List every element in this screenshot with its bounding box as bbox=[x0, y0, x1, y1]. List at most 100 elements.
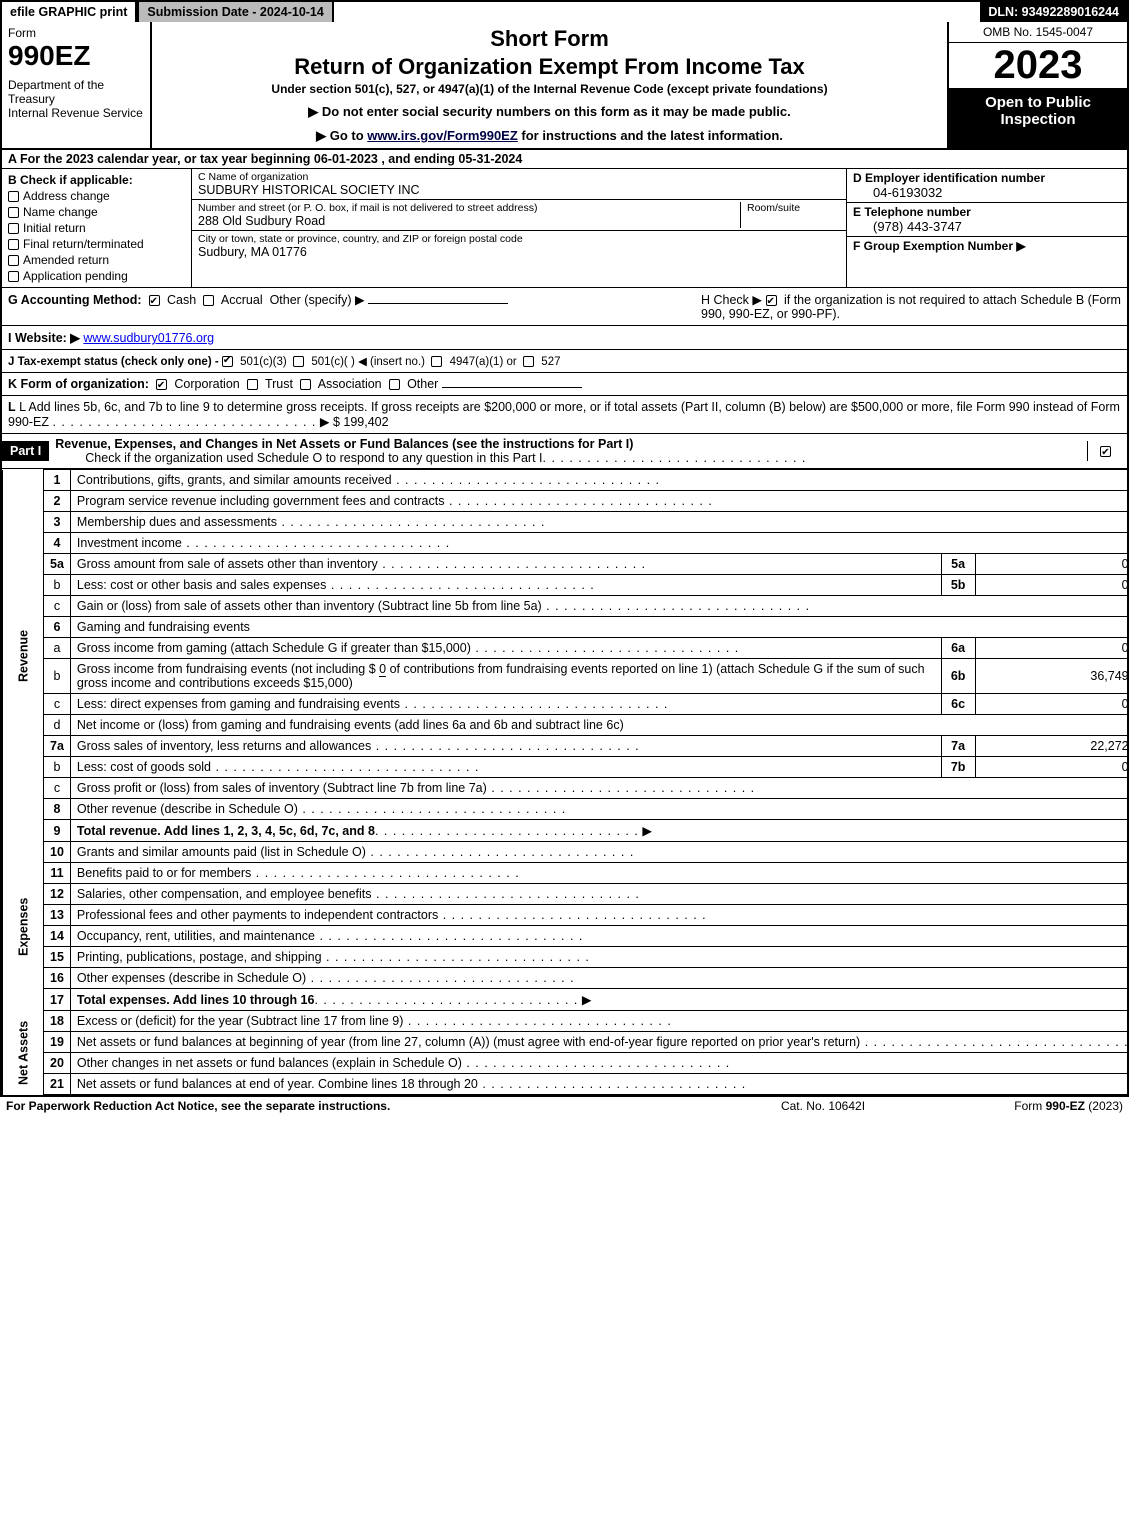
line-6a-sub: 6a bbox=[941, 638, 975, 659]
section-c: C Name of organization SUDBURY HISTORICA… bbox=[192, 169, 847, 287]
chk-application-pending[interactable]: Application pending bbox=[8, 269, 185, 283]
chk-association[interactable] bbox=[300, 379, 311, 390]
line-13-desc: Professional fees and other payments to … bbox=[70, 905, 1129, 926]
line-6-desc: Gaming and fundraising events bbox=[70, 617, 1129, 638]
line-6a: a Gross income from gaming (attach Sched… bbox=[3, 638, 1129, 659]
chk-address-change[interactable]: Address change bbox=[8, 189, 185, 203]
cat-no: Cat. No. 10642I bbox=[723, 1099, 923, 1113]
part1-lines-table: Revenue 1 Contributions, gifts, grants, … bbox=[2, 469, 1129, 1095]
line-12-desc: Salaries, other compensation, and employ… bbox=[70, 884, 1129, 905]
chk-application-pending-label: Application pending bbox=[23, 269, 128, 283]
chk-final-return[interactable]: Final return/terminated bbox=[8, 237, 185, 251]
line-7c-num: c bbox=[44, 778, 71, 799]
form-ref-year: (2023) bbox=[1085, 1099, 1123, 1113]
line-10: Expenses 10 Grants and similar amounts p… bbox=[3, 842, 1129, 863]
header-center: Short Form Return of Organization Exempt… bbox=[152, 22, 947, 148]
opt-527: 527 bbox=[541, 356, 560, 368]
line-7b: b Less: cost of goods sold 7b 0 bbox=[3, 757, 1129, 778]
chk-amended-return[interactable]: Amended return bbox=[8, 253, 185, 267]
line-14: 14 Occupancy, rent, utilities, and maint… bbox=[3, 926, 1129, 947]
chk-name-change[interactable]: Name change bbox=[8, 205, 185, 219]
line-6b-sub: 6b bbox=[941, 659, 975, 694]
efile-link[interactable]: efile GRAPHIC print bbox=[2, 2, 137, 22]
line-8-desc: Other revenue (describe in Schedule O) bbox=[70, 799, 1129, 820]
part1-schedule-o-check[interactable] bbox=[1087, 441, 1127, 461]
part1-subtitle: Check if the organization used Schedule … bbox=[55, 451, 542, 465]
chk-527[interactable] bbox=[523, 356, 534, 367]
chk-initial-return-label: Initial return bbox=[23, 221, 86, 235]
accounting-method-label: G Accounting Method: bbox=[8, 293, 142, 307]
line-7a: 7a Gross sales of inventory, less return… bbox=[3, 736, 1129, 757]
other-label: Other (specify) ▶ bbox=[270, 293, 365, 307]
section-h-pre: H Check ▶ bbox=[701, 293, 766, 307]
section-k: K Form of organization: Corporation Trus… bbox=[2, 373, 1127, 396]
line-21-desc: Net assets or fund balances at end of ye… bbox=[70, 1074, 1129, 1095]
line-15-num: 15 bbox=[44, 947, 71, 968]
sections-d-e-f: D Employer identification number 04-6193… bbox=[847, 169, 1127, 287]
org-city-label: City or town, state or province, country… bbox=[198, 233, 840, 245]
line-8: 8 Other revenue (describe in Schedule O)… bbox=[3, 799, 1129, 820]
opt-association: Association bbox=[318, 377, 382, 391]
form-of-org-label: K Form of organization: bbox=[8, 377, 149, 391]
chk-other-org[interactable] bbox=[389, 379, 400, 390]
chk-501c3[interactable] bbox=[222, 356, 233, 367]
org-name-label: C Name of organization bbox=[198, 171, 840, 183]
section-a: A For the 2023 calendar year, or tax yea… bbox=[2, 150, 1127, 169]
tax-year: 2023 bbox=[949, 43, 1127, 88]
line-21: 21 Net assets or fund balances at end of… bbox=[3, 1074, 1129, 1095]
chk-schedule-b-not-required[interactable] bbox=[766, 295, 777, 306]
line-7c: c Gross profit or (loss) from sales of i… bbox=[3, 778, 1129, 799]
line-19-desc: Net assets or fund balances at beginning… bbox=[70, 1032, 1129, 1053]
line-5b-sub: 5b bbox=[941, 575, 975, 596]
chk-trust[interactable] bbox=[247, 379, 258, 390]
line-16-num: 16 bbox=[44, 968, 71, 989]
form-word: Form bbox=[8, 26, 144, 40]
section-j: J Tax-exempt status (check only one) - 5… bbox=[2, 350, 1127, 373]
line-7b-subamt: 0 bbox=[975, 757, 1129, 778]
other-org-input[interactable] bbox=[442, 387, 582, 388]
chk-initial-return[interactable]: Initial return bbox=[8, 221, 185, 235]
ein-value: 04-6193032 bbox=[853, 185, 1121, 200]
short-form-title: Short Form bbox=[160, 26, 939, 52]
opt-501c: 501(c)( ) ◀ (insert no.) bbox=[311, 356, 425, 368]
chk-cash[interactable] bbox=[149, 295, 160, 306]
irs-link[interactable]: www.irs.gov/Form990EZ bbox=[367, 128, 518, 143]
chk-corporation[interactable] bbox=[156, 379, 167, 390]
phone-value: (978) 443-3747 bbox=[853, 219, 1121, 234]
line-9-desc: Total revenue. Add lines 1, 2, 3, 4, 5c,… bbox=[70, 820, 1129, 842]
chk-address-change-label: Address change bbox=[23, 189, 110, 203]
line-12: 12 Salaries, other compensation, and emp… bbox=[3, 884, 1129, 905]
line-5b-desc: Less: cost or other basis and sales expe… bbox=[70, 575, 941, 596]
line-15: 15 Printing, publications, postage, and … bbox=[3, 947, 1129, 968]
line-20-desc: Other changes in net assets or fund bala… bbox=[70, 1053, 1129, 1074]
omb-number: OMB No. 1545-0047 bbox=[949, 22, 1127, 43]
submission-date: Submission Date - 2024-10-14 bbox=[137, 2, 333, 22]
line-6b: b Gross income from fundraising events (… bbox=[3, 659, 1129, 694]
ein-label: D Employer identification number bbox=[853, 171, 1121, 185]
form-number: 990EZ bbox=[8, 40, 144, 72]
opt-corporation: Corporation bbox=[174, 377, 239, 391]
line-5c: c Gain or (loss) from sale of assets oth… bbox=[3, 596, 1129, 617]
line-5b-subamt: 0 bbox=[975, 575, 1129, 596]
line-6: 6 Gaming and fundraising events bbox=[3, 617, 1129, 638]
org-street: 288 Old Sudbury Road bbox=[198, 214, 740, 228]
line-6a-num: a bbox=[44, 638, 71, 659]
line-5a-sub: 5a bbox=[941, 554, 975, 575]
chk-4947a1[interactable] bbox=[431, 356, 442, 367]
line-5a-subamt: 0 bbox=[975, 554, 1129, 575]
part1-badge: Part I bbox=[2, 441, 49, 461]
website-link[interactable]: www.sudbury01776.org bbox=[83, 331, 214, 345]
line-6-num: 6 bbox=[44, 617, 71, 638]
line-6c-subamt: 0 bbox=[975, 694, 1129, 715]
chk-501c[interactable] bbox=[293, 356, 304, 367]
line-12-num: 12 bbox=[44, 884, 71, 905]
line-20: 20 Other changes in net assets or fund b… bbox=[3, 1053, 1129, 1074]
form-ref-num: 990-EZ bbox=[1046, 1099, 1085, 1113]
other-specify-input[interactable] bbox=[368, 303, 508, 304]
line-8-num: 8 bbox=[44, 799, 71, 820]
line-16-desc: Other expenses (describe in Schedule O) bbox=[70, 968, 1129, 989]
open-inspection: Open to Public Inspection bbox=[949, 88, 1127, 148]
section-e: E Telephone number (978) 443-3747 bbox=[847, 203, 1127, 237]
chk-accrual[interactable] bbox=[203, 295, 214, 306]
line-17-desc: Total expenses. Add lines 10 through 16 … bbox=[70, 989, 1129, 1011]
